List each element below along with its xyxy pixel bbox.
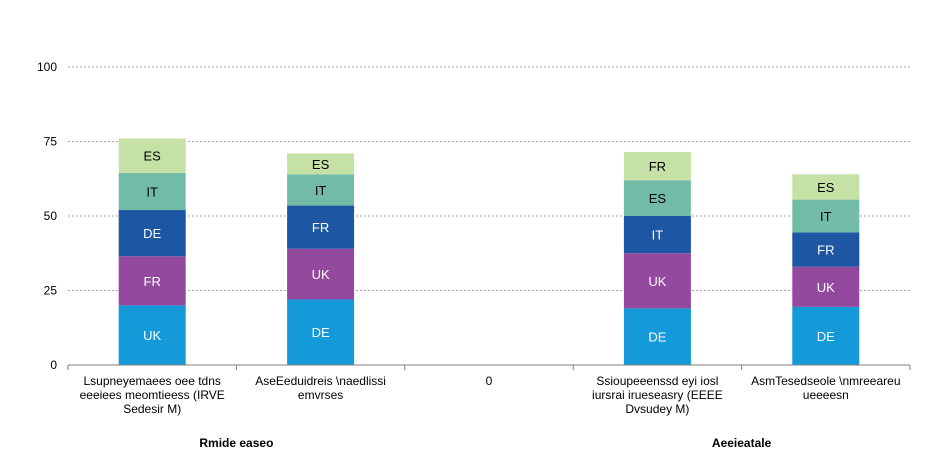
gridlines xyxy=(68,66,910,291)
bar-segment xyxy=(118,305,186,365)
x-tick-label: AsmTesedseole \nmreeareu ueeeesn xyxy=(751,374,900,402)
data-label: UK xyxy=(648,274,666,289)
bar-segment xyxy=(792,266,860,307)
data-label: IT xyxy=(146,184,158,199)
data-label: DE xyxy=(143,226,161,241)
group-labels: Rmide easeo Aeeieatale xyxy=(199,436,771,450)
y-axis-ticks: 0 25 50 75 100 xyxy=(37,60,57,372)
bar-segment xyxy=(792,174,860,200)
bar-segment xyxy=(792,232,860,267)
bar-segment xyxy=(623,308,691,365)
bar-segment xyxy=(287,299,355,365)
bar-segment xyxy=(792,306,860,365)
y-tick-label: 25 xyxy=(44,284,58,298)
data-label: ES xyxy=(312,157,330,172)
x-tick-label: AseEeduidreis \naedlissi emvrses xyxy=(255,374,386,402)
y-tick-label: 0 xyxy=(50,358,57,372)
bar-segment xyxy=(287,205,355,249)
bar-segment xyxy=(118,210,186,257)
x-tick-label: Lsupneyemaees oee tdns eeeiees meomtieess… xyxy=(80,374,225,416)
x-tick-label: Ssioupeeenssd eyi iosl iursrai irueseasry… xyxy=(592,374,723,416)
bar-segment xyxy=(623,151,691,181)
y-tick-label: 50 xyxy=(44,209,58,223)
data-label: DE xyxy=(648,330,666,345)
data-label: FR xyxy=(649,159,666,174)
data-label: UK xyxy=(312,267,330,282)
data-label: IT xyxy=(652,228,664,243)
data-label: DE xyxy=(817,329,835,344)
data-label: UK xyxy=(817,280,835,295)
bar-segment xyxy=(792,199,860,233)
bars: UK FR DE IT ES DE UK FR IT ES DE UK IT ES FR DE UK FR IT ES xyxy=(118,138,860,365)
data-label: UK xyxy=(143,328,161,343)
data-label: FR xyxy=(817,243,834,258)
y-tick-label: 100 xyxy=(37,60,57,74)
group-label: Aeeieatale xyxy=(712,436,772,450)
bar-segment xyxy=(118,138,186,173)
bar-segment xyxy=(287,153,355,175)
data-label: FR xyxy=(312,220,329,235)
data-label: FR xyxy=(144,274,161,289)
data-label: IT xyxy=(315,183,327,198)
category-labels: Lsupneyemaees oee tdns eeeiees meomtieess… xyxy=(80,374,901,416)
x-tick-label: 0 xyxy=(486,374,493,388)
data-label: IT xyxy=(820,209,832,224)
data-label: ES xyxy=(144,149,162,164)
data-label: ES xyxy=(817,180,835,195)
bar-segment xyxy=(623,180,691,216)
bar-segment xyxy=(287,174,355,206)
x-axis xyxy=(67,364,911,370)
group-label: Rmide easeo xyxy=(199,436,273,450)
y-tick-label: 75 xyxy=(44,135,58,149)
bar-segment xyxy=(287,248,355,300)
bar-segment xyxy=(623,253,691,309)
data-label: ES xyxy=(649,191,667,206)
bar-segment xyxy=(118,256,186,306)
bar-segment xyxy=(118,172,186,211)
bar-segment xyxy=(623,216,691,254)
data-label: DE xyxy=(312,325,330,340)
